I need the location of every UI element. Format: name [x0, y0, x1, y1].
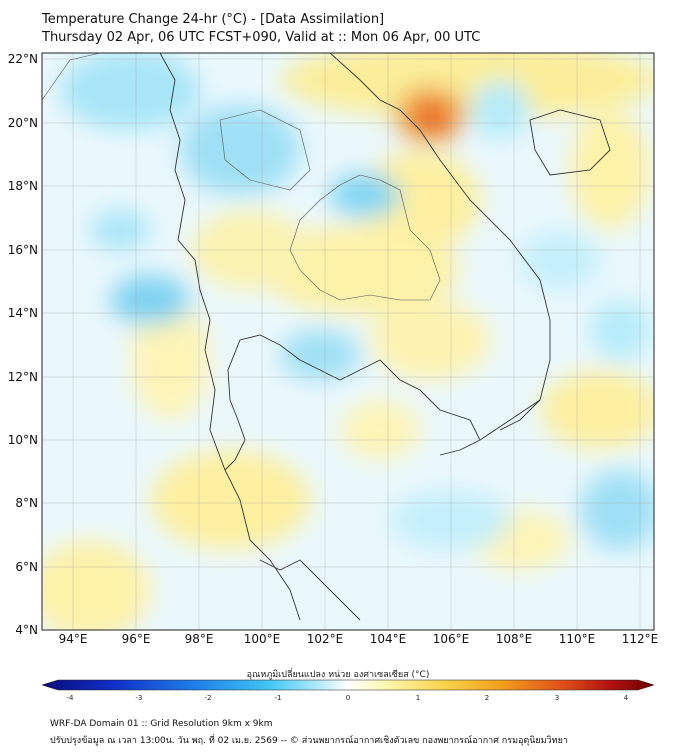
colorbar-tick: -3	[135, 694, 143, 702]
colorbar	[41, 679, 655, 691]
colorbar-tick: 1	[415, 694, 421, 702]
lat-label-14n: 14°N	[7, 306, 38, 320]
map-subtitle: Thursday 02 Apr, 06 UTC FCST+090, Valid …	[42, 30, 481, 45]
lat-label-16n: 16°N	[7, 243, 38, 257]
lon-label-110e: 110°E	[558, 632, 596, 646]
lat-label-4n: 4°N	[15, 623, 38, 637]
colorbar-tick: 3	[554, 694, 560, 702]
temperature-field	[42, 53, 654, 630]
colorbar-tick: 4	[623, 694, 629, 702]
lon-label-104e: 104°E	[369, 632, 407, 646]
lon-label-96e: 96°E	[121, 632, 151, 646]
colorbar-tick: -4	[66, 694, 74, 702]
lat-label-12n: 12°N	[7, 370, 38, 384]
footer-domain-info: WRF-DA Domain 01 :: Grid Resolution 9km …	[50, 719, 273, 729]
lat-label-20n: 20°N	[7, 116, 38, 130]
lat-label-18n: 18°N	[7, 179, 38, 193]
lon-label-106e: 106°E	[432, 632, 470, 646]
lon-label-102e: 102°E	[306, 632, 344, 646]
colorbar-title: อุณหภูมิเปลี่ยนแปลง หน่วย องศาเซลเซียส (…	[246, 670, 430, 680]
lon-label-98e: 98°E	[184, 632, 214, 646]
lon-label-108e: 108°E	[495, 632, 533, 646]
footer-update-credit: ปรับปรุงข้อมูล ณ เวลา 13:00น. วัน พฤ. ที…	[50, 736, 568, 746]
lon-label-100e: 100°E	[243, 632, 281, 646]
lon-label-112e: 112°E	[621, 632, 659, 646]
colorbar-tick: 0	[345, 694, 351, 702]
lat-label-6n: 6°N	[15, 560, 38, 574]
colorbar-tick: -1	[274, 694, 282, 702]
map-title: Temperature Change 24-hr (°C) - [Data As…	[42, 12, 385, 27]
colorbar-scale	[41, 679, 655, 691]
colorbar-tick: -2	[204, 694, 212, 702]
graticule	[42, 53, 654, 630]
lat-label-22n: 22°N	[7, 52, 38, 66]
map-frame	[41, 52, 655, 631]
colorbar-tick: 2	[484, 694, 490, 702]
coastline-borders	[42, 53, 611, 621]
lon-label-94e: 94°E	[58, 632, 88, 646]
lat-label-8n: 8°N	[15, 496, 38, 510]
lat-label-10n: 10°N	[7, 433, 38, 447]
